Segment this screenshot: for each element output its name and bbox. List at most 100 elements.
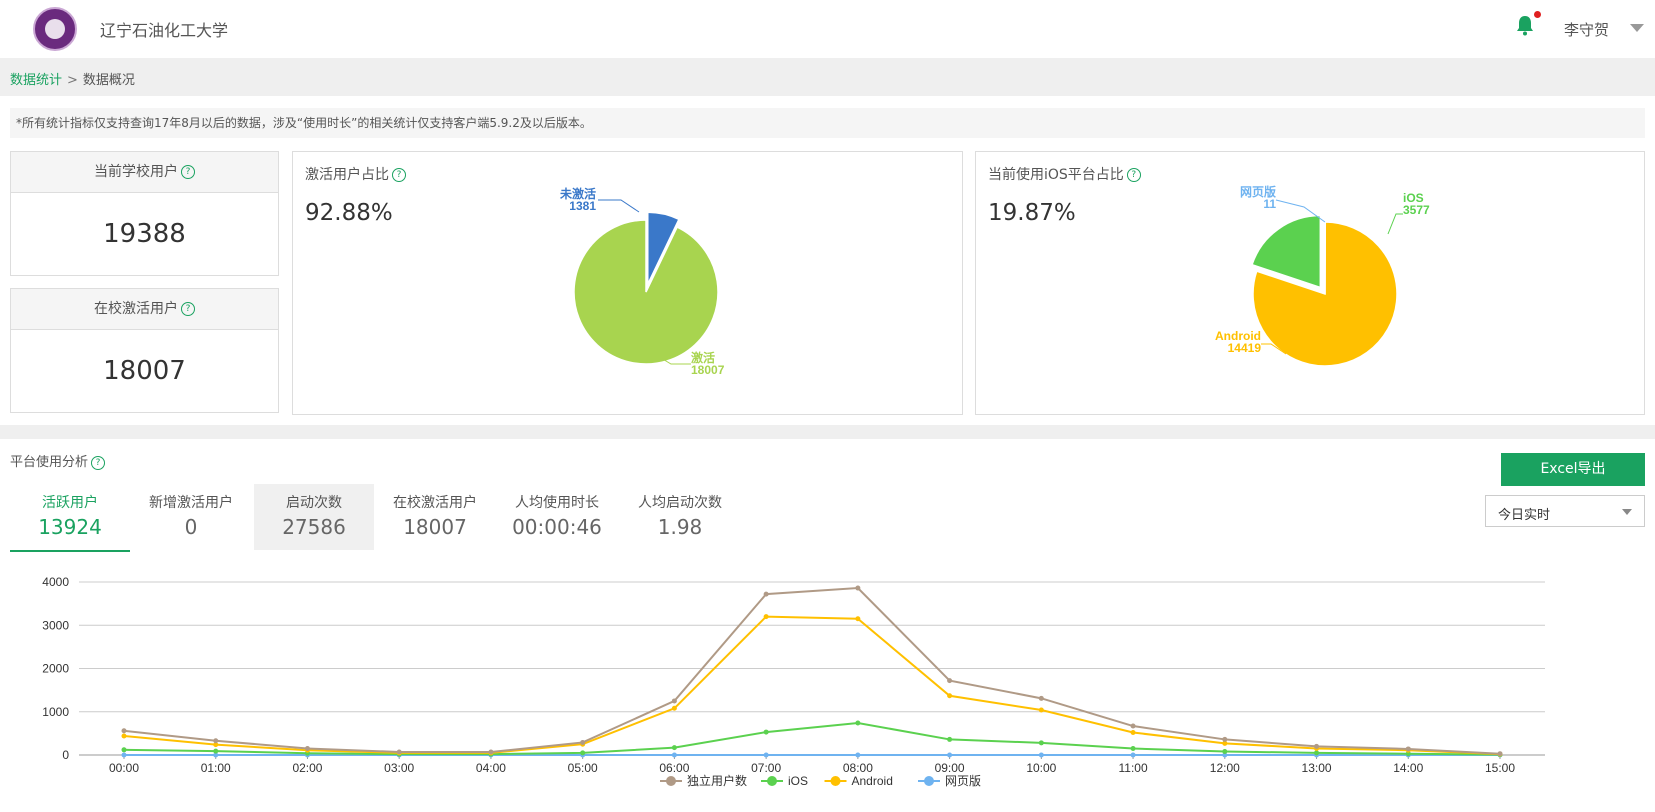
data-point[interactable] — [1497, 751, 1503, 757]
data-point[interactable] — [1405, 751, 1411, 757]
tab-launch-count[interactable]: 启动次数 27586 — [254, 484, 374, 550]
x-tick-label: 13:00 — [1302, 761, 1332, 775]
data-point[interactable] — [213, 742, 219, 748]
legend-marker[interactable] — [924, 776, 934, 786]
data-point[interactable] — [213, 748, 219, 754]
data-point[interactable] — [947, 752, 953, 758]
breadcrumb-parent-link[interactable]: 数据统计 — [10, 73, 63, 88]
help-icon[interactable]: ? — [91, 455, 106, 470]
activation-ratio-title: 激活用户占比? — [305, 164, 406, 184]
tab-school-active-users[interactable]: 在校激活用户 18007 — [375, 484, 495, 550]
legend-marker[interactable] — [666, 776, 676, 786]
ios-ratio-title-text: 当前使用iOS平台占比 — [988, 167, 1124, 183]
data-point[interactable] — [855, 752, 861, 758]
help-icon[interactable]: ? — [181, 165, 195, 179]
data-point[interactable] — [488, 749, 494, 755]
pie-label-value: 18007 — [691, 363, 725, 377]
series-line — [123, 587, 1501, 755]
data-point[interactable] — [396, 749, 402, 755]
legend-marker[interactable] — [767, 776, 777, 786]
data-point[interactable] — [947, 678, 953, 684]
school-name: 辽宁石油化工大学 — [100, 21, 229, 40]
data-point[interactable] — [1222, 740, 1228, 746]
data-point[interactable] — [855, 585, 861, 591]
data-point[interactable] — [763, 752, 769, 758]
tab-avg-duration[interactable]: 人均使用时长 00:00:46 — [497, 484, 617, 550]
data-point[interactable] — [1038, 740, 1044, 746]
pie-slice-0[interactable] — [573, 219, 719, 365]
data-point[interactable] — [1222, 736, 1228, 742]
data-point[interactable] — [947, 693, 953, 699]
x-tick-label: 01:00 — [201, 761, 231, 775]
legend-label[interactable]: iOS — [788, 774, 808, 788]
data-point[interactable] — [1130, 752, 1136, 758]
data-point[interactable] — [1314, 750, 1320, 756]
data-point[interactable] — [121, 752, 127, 758]
data-point[interactable] — [947, 736, 953, 742]
bell-icon[interactable] — [1515, 14, 1535, 36]
data-point[interactable] — [580, 739, 586, 745]
data-point[interactable] — [855, 720, 861, 726]
active-users-header: 在校激活用户? — [11, 289, 278, 330]
range-select[interactable]: 今日实时 — [1485, 495, 1645, 527]
data-point[interactable] — [671, 705, 677, 711]
tab-active-users[interactable]: 活跃用户 13924 — [10, 484, 130, 552]
activation-ratio-percent: 92.88% — [305, 200, 393, 226]
help-icon[interactable]: ? — [392, 168, 406, 182]
user-name[interactable]: 李守贺 — [1564, 21, 1610, 39]
x-tick-label: 11:00 — [1118, 761, 1147, 775]
data-point[interactable] — [213, 738, 219, 744]
data-point[interactable] — [121, 747, 127, 753]
data-point[interactable] — [671, 745, 677, 751]
data-point[interactable] — [1038, 707, 1044, 713]
breadcrumb-separator: > — [67, 73, 78, 88]
x-tick-label: 02:00 — [292, 761, 322, 775]
data-point[interactable] — [1130, 723, 1136, 729]
help-icon[interactable]: ? — [181, 302, 195, 316]
tab-value: 0 — [184, 515, 198, 539]
data-point[interactable] — [213, 752, 219, 758]
data-point[interactable] — [855, 616, 861, 622]
legend-label[interactable]: 独立用户数 — [687, 773, 747, 788]
tab-label: 新增激活用户 — [149, 495, 233, 511]
data-point[interactable] — [1038, 695, 1044, 701]
help-icon[interactable]: ? — [1126, 168, 1141, 182]
x-tick-label: 03:00 — [384, 761, 414, 775]
user-menu-chevron-down-icon[interactable] — [1630, 24, 1644, 32]
data-point[interactable] — [304, 746, 310, 752]
data-point[interactable] — [1222, 752, 1228, 758]
legend-marker[interactable] — [830, 776, 841, 786]
data-point[interactable] — [1130, 730, 1136, 736]
legend-label[interactable]: Android — [852, 774, 893, 788]
tab-new-activations[interactable]: 新增激活用户 0 — [131, 484, 251, 550]
pie-slice-0[interactable] — [1251, 214, 1322, 289]
data-point[interactable] — [1222, 749, 1228, 755]
x-tick-label: 15:00 — [1485, 761, 1515, 775]
tab-label: 人均使用时长 — [515, 495, 599, 511]
pie-label-value: 1381 — [569, 199, 596, 213]
data-point[interactable] — [671, 752, 677, 758]
data-point[interactable] — [1038, 752, 1044, 758]
data-point[interactable] — [121, 733, 127, 739]
data-point[interactable] — [121, 728, 127, 734]
legend-label[interactable]: 网页版 — [945, 774, 981, 788]
range-select-value: 今日实时 — [1498, 508, 1551, 523]
data-point[interactable] — [671, 698, 677, 704]
data-point[interactable] — [763, 729, 769, 735]
x-tick-label: 07:00 — [751, 761, 781, 775]
x-tick-label: 12:00 — [1210, 761, 1240, 775]
data-point[interactable] — [1130, 746, 1136, 752]
activation-ratio-title-text: 激活用户占比 — [305, 167, 389, 183]
y-tick-label: 0 — [62, 748, 69, 762]
excel-export-button[interactable]: Excel导出 — [1501, 453, 1645, 486]
pie-slice-1[interactable] — [647, 211, 680, 285]
notice-text: *所有统计指标仅支持查询17年8月以后的数据，涉及“使用时长”的相关统计仅支持客… — [10, 108, 1645, 138]
data-point[interactable] — [763, 591, 769, 597]
tab-avg-launches[interactable]: 人均启动次数 1.98 — [620, 484, 740, 550]
data-point[interactable] — [1314, 743, 1320, 749]
data-point[interactable] — [1405, 746, 1411, 752]
y-tick-label: 2000 — [42, 662, 69, 676]
data-point[interactable] — [763, 614, 769, 620]
data-point[interactable] — [580, 750, 586, 756]
